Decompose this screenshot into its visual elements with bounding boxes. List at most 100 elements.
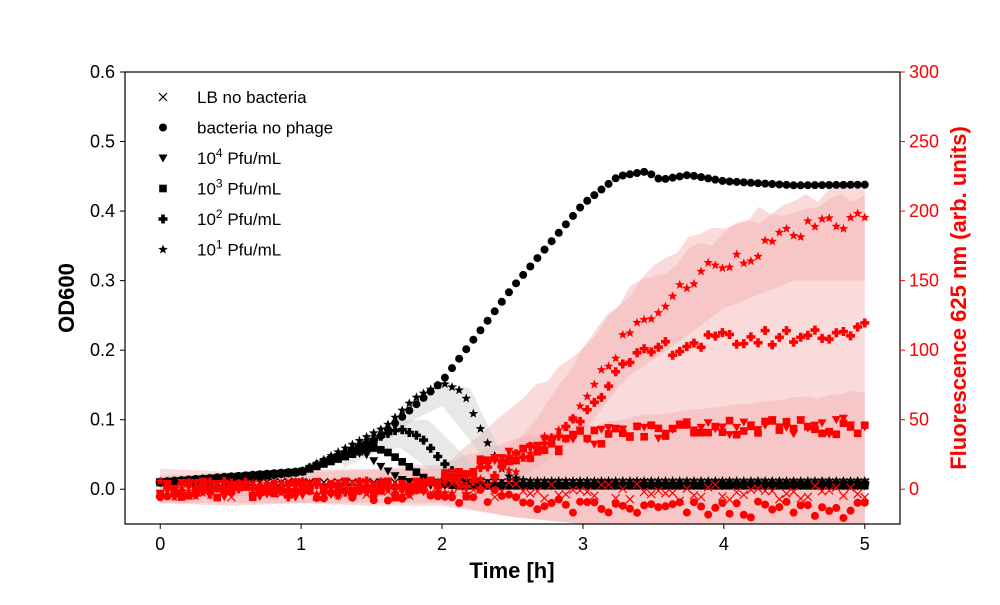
od600-point [369,457,379,466]
fluorescence-point [782,497,791,506]
fluorescence-point [455,499,464,508]
fluorescence-point [319,489,329,499]
fluorescence-point [640,432,648,441]
od600-point [433,451,443,461]
fluorescence-point [562,434,570,443]
od600-point [341,452,350,461]
fluorescence-point [219,476,229,486]
od600-point [746,478,756,488]
fluorescence-point [860,421,869,430]
fluorescence-point [803,492,813,502]
fluorescence-point [710,480,720,490]
fluorescence-point [696,492,706,502]
fluorescence-point [789,508,798,517]
fluorescence-point [561,500,570,509]
x-tick-label: 3 [578,534,588,554]
fluorescence-point [704,510,713,519]
fluorescence-point [732,499,741,508]
fluorescence-point [575,485,585,495]
fluorescence-point [761,500,770,509]
fluorescence-point [653,486,663,496]
fluorescence-point [589,379,600,389]
fluorescence-point [810,481,820,491]
od600-point [661,478,671,488]
y-tick-label: 0.6 [90,62,115,82]
fluorescence-point [583,498,592,507]
fluorescence-point [611,499,620,508]
fluorescence-point [532,486,542,496]
fluorescence-point [198,481,208,491]
fluorescence-point [689,338,699,348]
fluorescence-point [476,455,485,464]
y2-tick-label: 200 [909,201,939,221]
od600-point [824,478,834,488]
fluorescence-point [725,329,735,339]
od600-point [810,478,820,488]
od600-point [448,481,456,489]
od600-point [326,450,336,460]
od600-point [391,419,400,428]
od600-point [611,478,621,488]
fluorescence-point [625,504,634,513]
fluorescence-point [426,477,436,487]
fluorescence-point [505,457,513,466]
fluorescence-point [547,439,556,448]
fluorescence-point [633,508,642,517]
y-axis-ticks: 0.0 0.1 0.2 0.3 0.4 0.5 0.6 [90,62,125,499]
od600-point [754,179,763,188]
fluorescence-point [717,263,728,273]
od600-point [461,393,471,403]
fluorescence-point [248,493,257,502]
od600-point [604,179,613,188]
od600-point [732,478,742,488]
od600-point [789,478,799,488]
fluorescence-point [518,486,528,496]
fluorescence-point [162,478,173,489]
od600-point [532,479,542,489]
od600-point [668,173,677,182]
fluorescence-point [853,429,862,438]
od600-point [369,434,379,444]
fluorescence-point [718,428,727,437]
fluorescence-point [546,432,557,442]
legend-label: LB no bacteria [197,88,307,107]
fluorescence-point [775,426,784,434]
od600-point [795,475,806,485]
fluorescence-point [290,493,300,502]
fluorescence-point [284,488,293,496]
od600-point [696,475,706,485]
od600-point [746,475,756,485]
od600-point [512,279,521,288]
fluorescence-point [390,484,400,494]
fluorescence-point [746,332,756,342]
fluorescence-point [276,477,286,487]
fluorescence-point [838,414,848,423]
fluorescence-point [419,485,428,494]
fluorescence-series [155,208,870,522]
od600-point [668,478,678,488]
od600-point [212,473,222,483]
fluorescence-point [333,491,343,501]
fluorescence-point [590,498,599,507]
fluorescence-point [604,381,614,391]
fluorescence-point [747,422,755,431]
fluorescence-point [576,497,585,506]
fluorescence-point [618,359,628,369]
od600-point [532,475,543,485]
od600-point [589,475,600,485]
fluorescence-point [369,482,379,492]
od600-point [625,478,635,488]
fluorescence-point [255,493,265,502]
fluorescence-point [760,326,770,336]
fluorescence-point [690,428,698,437]
fluorescence-point [704,428,713,437]
fluorescence-point [846,331,856,341]
y2-tick-label: 100 [909,340,939,360]
legend-marker [158,92,168,102]
fluorescence-point [817,214,827,224]
od600-point [497,479,507,489]
fluorescence-point [440,491,450,501]
fluorescence-point [226,480,237,490]
od600-point [682,475,692,485]
